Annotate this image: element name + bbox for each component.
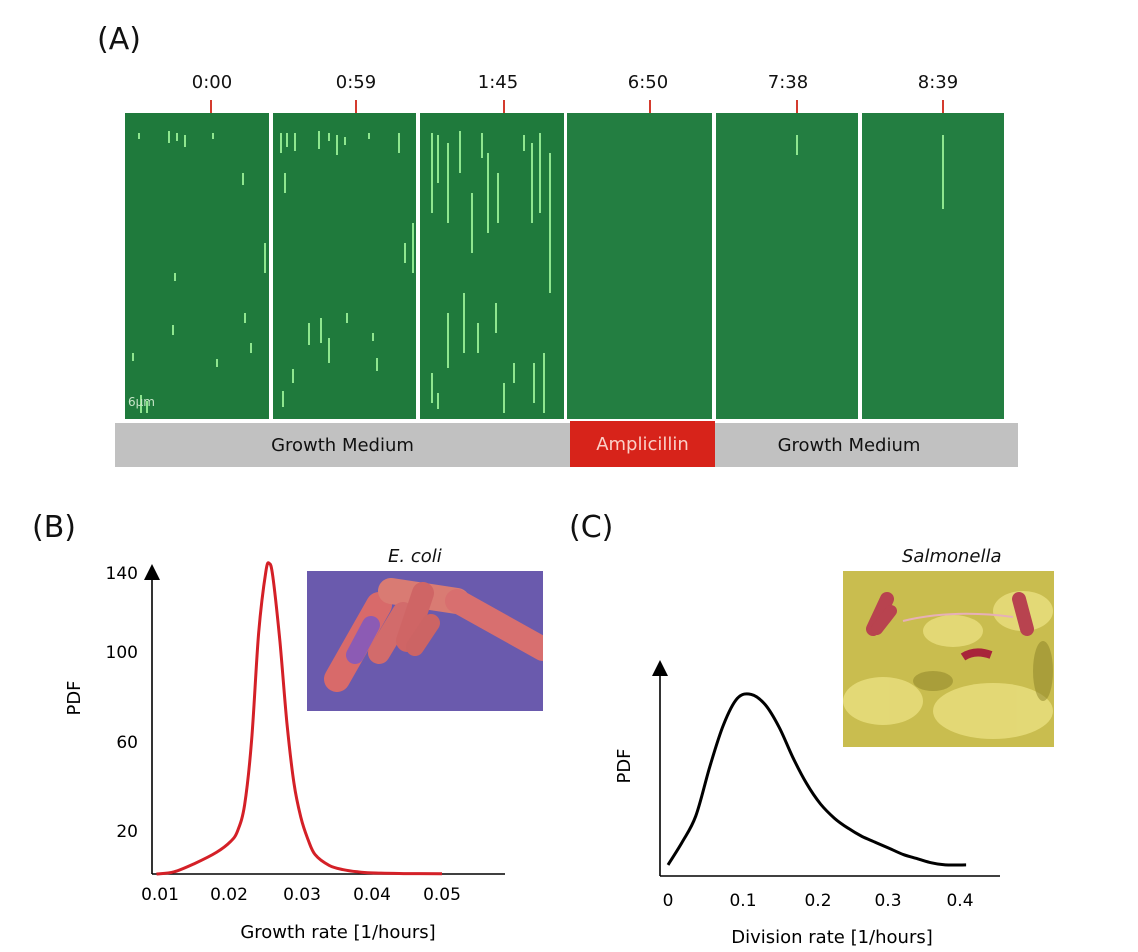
chart-c-xtick-5: 0.4 — [946, 891, 973, 911]
chart-c-xtick-4: 0.3 — [874, 891, 901, 911]
salmonella-image — [843, 571, 1054, 747]
chart-b-ylabel: PDF — [64, 680, 85, 715]
time-label-2: 0:59 — [335, 72, 377, 93]
chart-c-xtick-3: 0.2 — [804, 891, 831, 911]
micrograph-strip-6 — [862, 113, 1004, 419]
chart-b-xtick-2: 0.02 — [210, 885, 248, 905]
salmonella-caption: Salmonella — [902, 546, 1002, 567]
chart-c: 0 0.1 0.2 0.3 0.4 Division rate [1/hours… — [614, 660, 1000, 948]
chart-b-ytick-4: 140 — [106, 564, 138, 584]
panel-b-label: (B) — [32, 510, 76, 545]
micrograph-strip-5 — [716, 113, 858, 419]
time-label-6: 8:39 — [917, 72, 959, 93]
chart-b-ytick-1: 20 — [116, 822, 138, 842]
chart-c-ylabel: PDF — [614, 748, 635, 783]
chart-b-xtick-5: 0.05 — [423, 885, 461, 905]
condition-growth-medium-1: Growth Medium — [271, 434, 414, 456]
condition-ampicillin: Amplicillin — [570, 421, 715, 467]
ecoli-caption: E. coli — [388, 546, 442, 567]
chart-b-ytick-3: 100 — [106, 643, 138, 663]
micrograph-strip-2 — [273, 113, 416, 419]
chart-b-xlabel: Growth rate [1/hours] — [240, 922, 435, 943]
panel-c-label: (C) — [569, 510, 614, 545]
micrograph-strip-1: 6μm — [125, 113, 269, 419]
chart-c-xtick-1: 0 — [663, 891, 674, 911]
panel-a-label: (A) — [97, 22, 141, 57]
time-label-4: 6:50 — [627, 72, 669, 93]
chart-b-xtick-1: 0.01 — [141, 885, 179, 905]
chart-b-ytick-2: 60 — [116, 733, 138, 753]
ecoli-image — [307, 571, 543, 711]
micrograph-strip-4 — [567, 113, 712, 419]
chart-c-series-line — [666, 692, 967, 867]
time-label-5: 7:38 — [767, 72, 809, 93]
chart-c-xlabel: Division rate [1/hours] — [731, 927, 933, 948]
time-label-1: 0:00 — [191, 72, 233, 93]
time-label-3: 1:45 — [477, 72, 519, 93]
chart-b: 0.01 0.02 0.03 0.04 0.05 20 60 100 140 G… — [64, 561, 505, 943]
chart-b-series-line — [156, 561, 443, 876]
scale-bar-label: 6μm — [128, 395, 155, 409]
micrograph-strip-3 — [420, 113, 564, 419]
chart-c-xtick-2: 0.1 — [729, 891, 756, 911]
condition-growth-medium-2: Growth Medium — [777, 434, 921, 456]
condition-bar — [115, 423, 1018, 467]
chart-b-xtick-3: 0.03 — [283, 885, 321, 905]
chart-b-xtick-4: 0.04 — [353, 885, 391, 905]
